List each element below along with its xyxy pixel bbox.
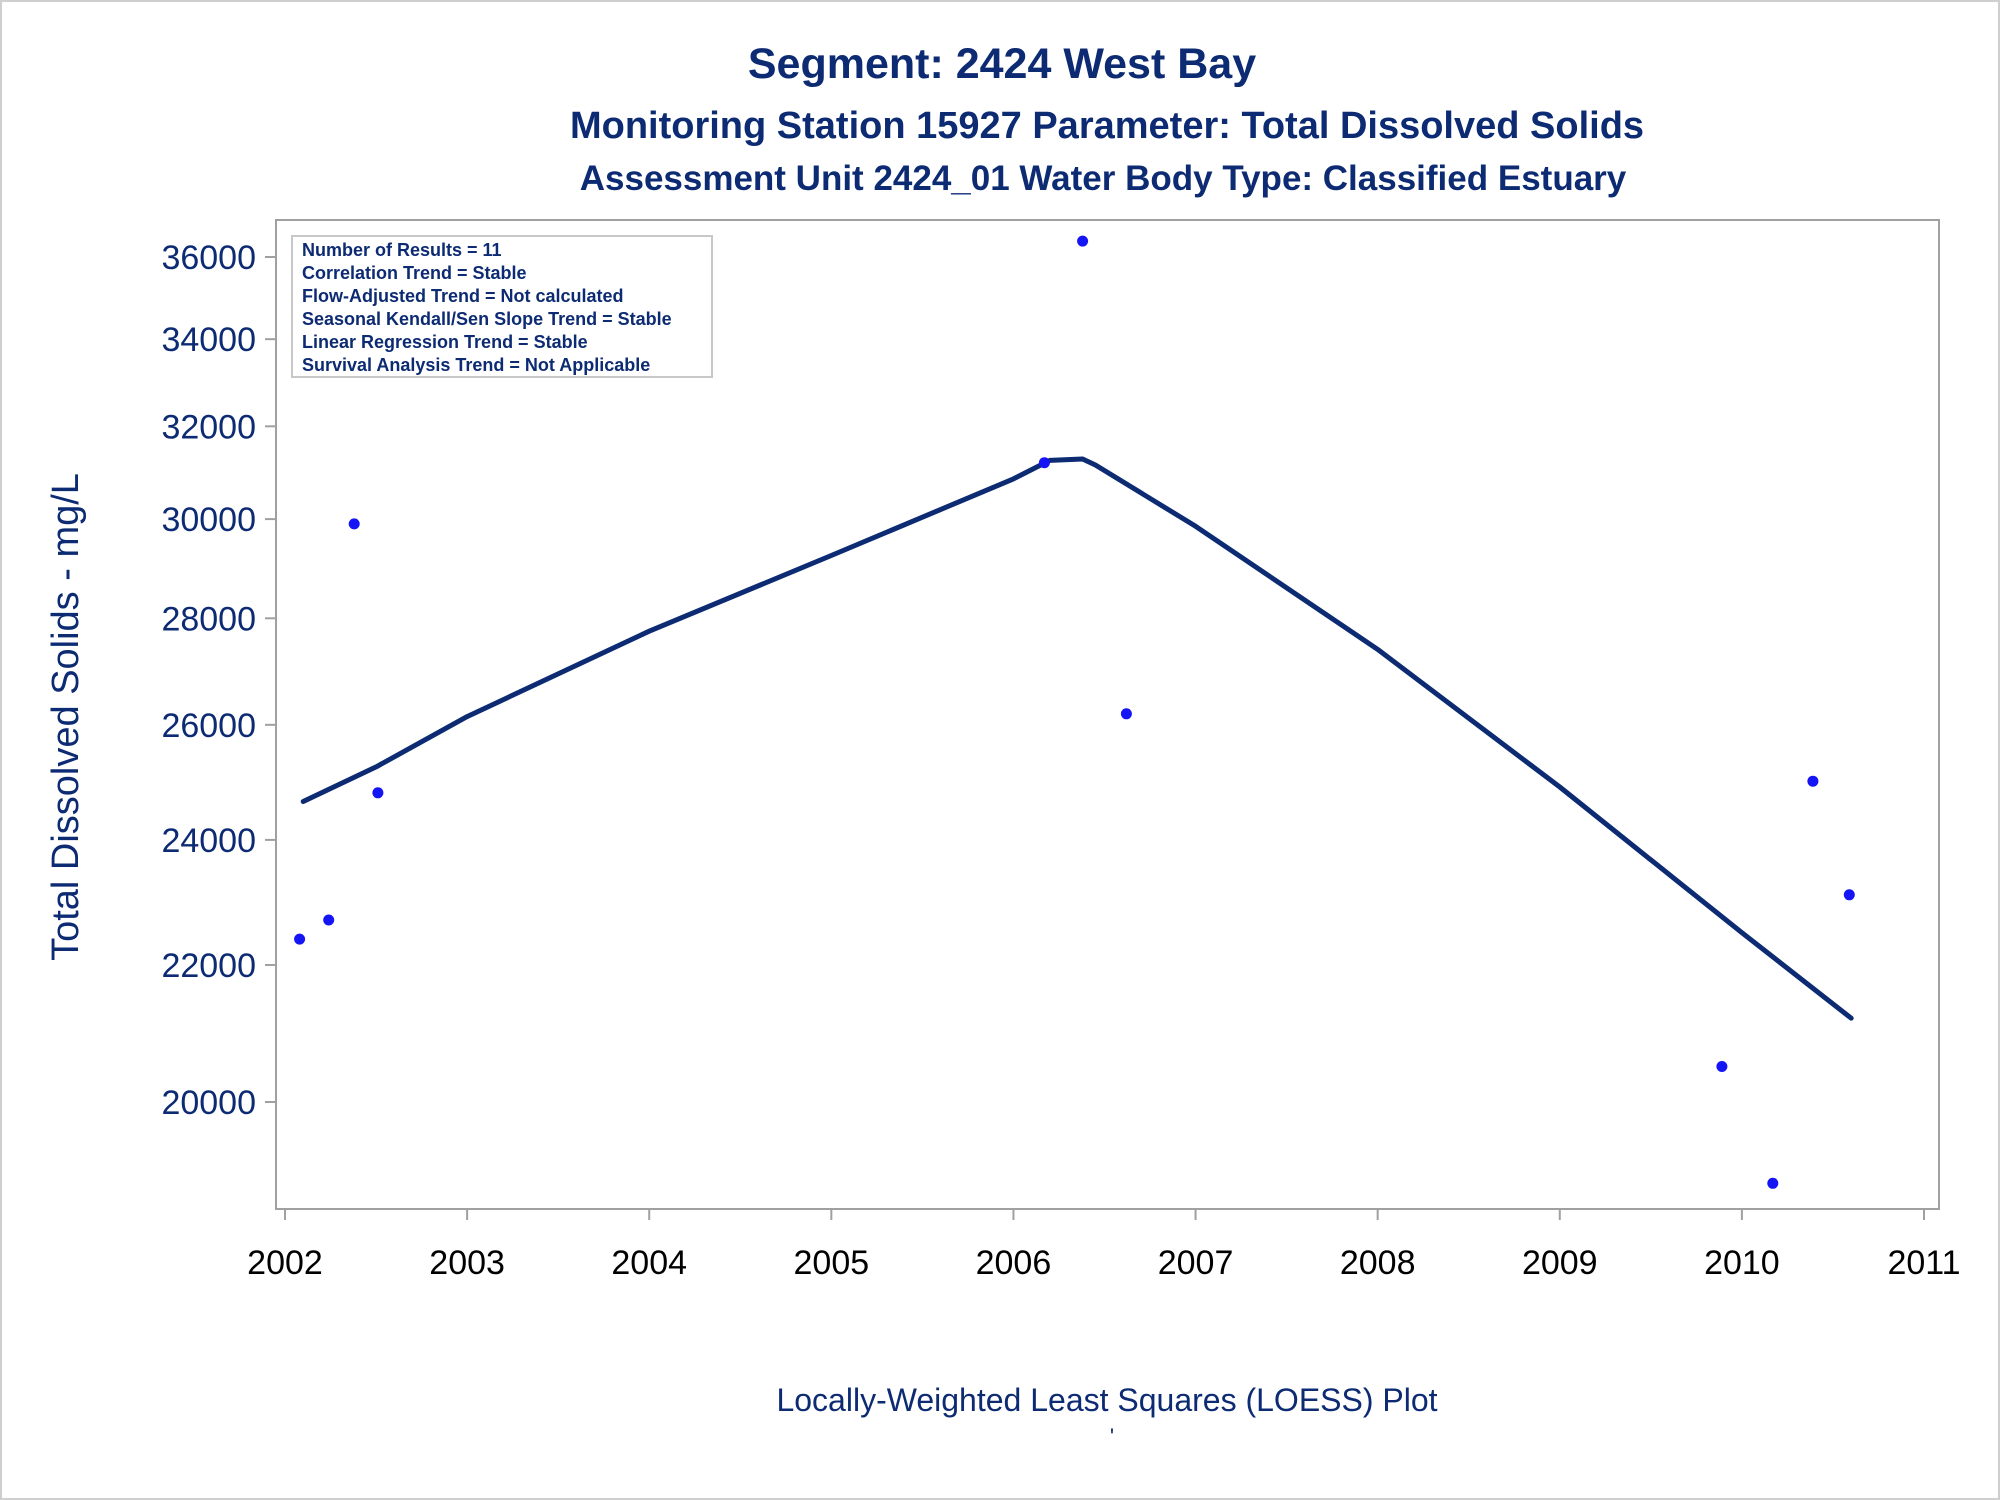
- data-point: [1716, 1061, 1728, 1072]
- y-axis-label: Total Dissolved Solids - mg/L: [45, 473, 87, 961]
- data-point: [1767, 1177, 1779, 1189]
- y-tick-label: 22000: [161, 947, 256, 985]
- data-point: [1038, 457, 1050, 469]
- y-tick-label: 20000: [161, 1084, 256, 1122]
- y-tick-label: 36000: [161, 239, 256, 277]
- data-point: [1120, 708, 1132, 720]
- stats-line: Number of Results = 11: [302, 240, 502, 260]
- x-tick-label: 2007: [1158, 1244, 1234, 1282]
- plot-area: [275, 219, 1940, 1210]
- data-point: [1807, 775, 1819, 787]
- x-tick-label: 2002: [247, 1244, 323, 1282]
- loess-line: [300, 456, 1854, 1021]
- stats-line: Flow-Adjusted Trend = Not calculated: [302, 286, 624, 306]
- points-layer: [294, 235, 1855, 1189]
- stats-line: Linear Regression Trend = Stable: [302, 332, 588, 352]
- data-point: [1077, 235, 1089, 247]
- stats-line: Seasonal Kendall/Sen Slope Trend = Stabl…: [302, 309, 672, 329]
- stats-line: Correlation Trend = Stable: [302, 263, 527, 283]
- footnote-caption: Locally-Weighted Least Squares (LOESS) P…: [776, 1382, 1437, 1418]
- chart-title: Segment: 2424 West Bay: [748, 40, 1256, 88]
- y-tick-label: 32000: [161, 408, 256, 446]
- data-point: [323, 914, 335, 926]
- y-axis: 20000 22000 24000 26000 28000 30000 32000 34000…: [161, 239, 276, 1122]
- stats-line: Survival Analysis Trend = Not Applicable: [302, 355, 650, 375]
- loess-layer: [300, 456, 1854, 1021]
- data-point: [348, 518, 360, 530]
- footnote-tick-mark: ': [1110, 1424, 1114, 1449]
- x-tick-label: 2004: [611, 1244, 687, 1282]
- chart-subtitle: Monitoring Station 15927 Parameter: Tota…: [570, 105, 1644, 147]
- x-tick-label: 2006: [976, 1244, 1052, 1282]
- data-point: [294, 933, 306, 945]
- x-tick-label: 2008: [1340, 1244, 1416, 1282]
- chart-subtitle-2: Assessment Unit 2424_01 Water Body Type:…: [580, 159, 1627, 198]
- x-axis: 2002 2003 2004 2005 2006 2007 2008 2009 2010 2011: [247, 1209, 1961, 1282]
- y-tick-label: 28000: [161, 600, 256, 638]
- stats-box-border: [291, 235, 713, 378]
- y-tick-label: 30000: [161, 501, 256, 539]
- y-tick-label: 34000: [161, 321, 256, 359]
- data-point: [372, 787, 384, 799]
- y-tick-label: 24000: [161, 822, 256, 860]
- stats-box: Number of Results = 11 Correlation Trend …: [291, 235, 713, 378]
- x-tick-label: 2010: [1704, 1244, 1780, 1282]
- x-tick-label: 2011: [1887, 1244, 1960, 1282]
- x-tick-label: 2009: [1522, 1244, 1598, 1282]
- x-tick-label: 2005: [794, 1244, 870, 1282]
- data-point: [1843, 889, 1855, 901]
- x-tick-label: 2003: [429, 1244, 505, 1282]
- y-tick-label: 26000: [161, 707, 256, 745]
